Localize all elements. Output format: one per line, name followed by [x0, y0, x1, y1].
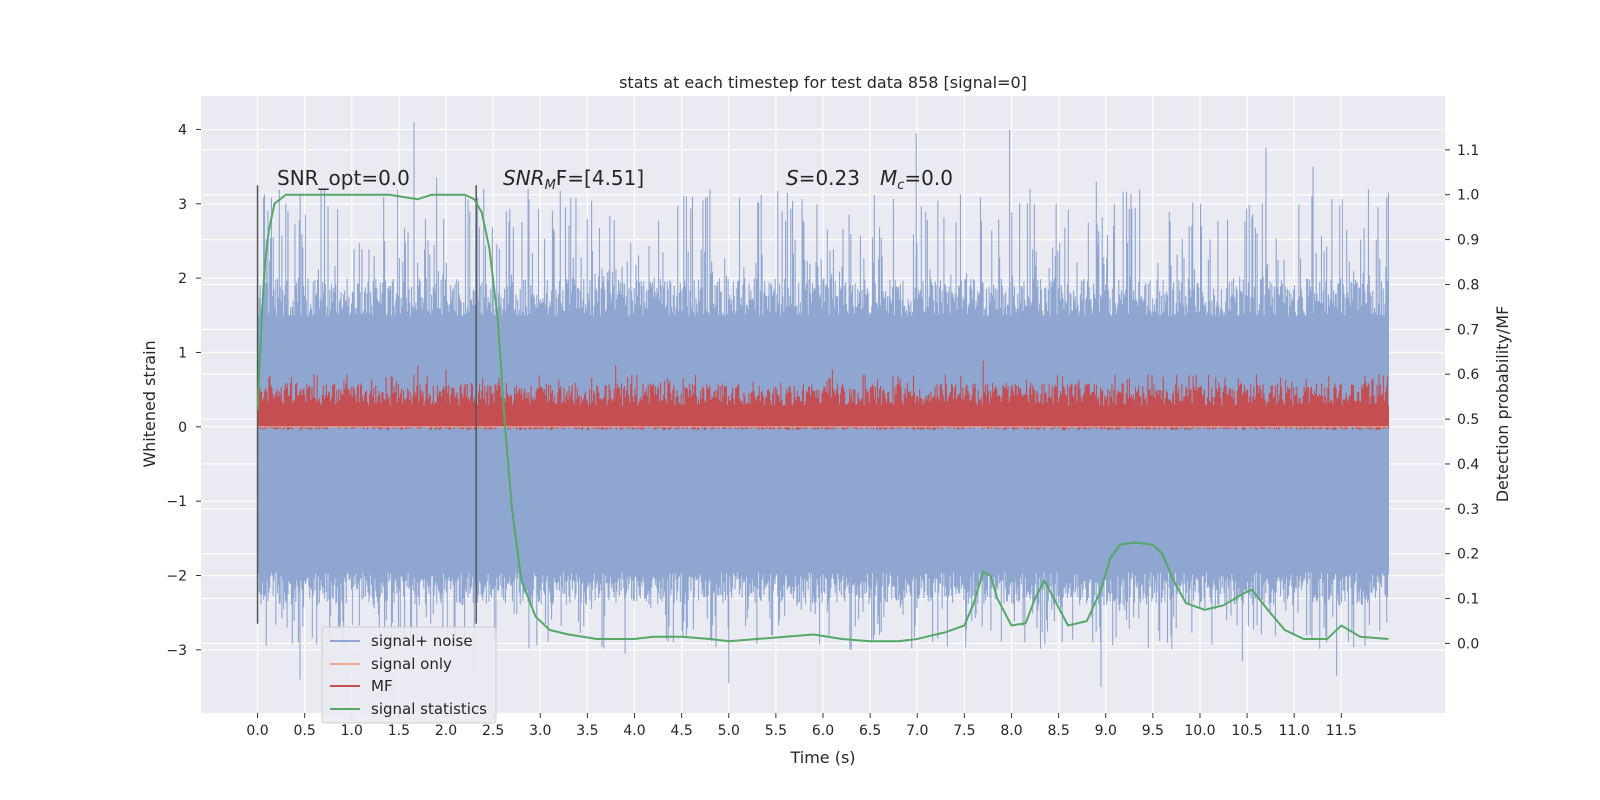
x-tick-label: 4.5	[671, 723, 693, 739]
x-tick-label: 5.5	[765, 723, 787, 739]
y-left-tick-label: −3	[166, 643, 187, 659]
x-tick-label: 2.0	[435, 723, 457, 739]
annotation-snr-opt: SNR_opt=0.0	[277, 166, 410, 190]
legend-label-signal-noise: signal+ noise	[371, 632, 473, 650]
x-tick-label: 0.0	[246, 723, 268, 739]
series-mf	[257, 360, 1389, 431]
x-tick-label: 5.0	[718, 723, 740, 739]
y-right-tick-label: 0.8	[1457, 277, 1479, 293]
y-right-tick-label: 0.6	[1457, 367, 1479, 383]
annotation-mc-sub: c	[897, 178, 904, 193]
y-left-tick-label: 4	[178, 122, 187, 138]
annotation-snr-mf-rest: F=[4.51]	[556, 166, 644, 190]
x-tick-label: 6.5	[859, 723, 881, 739]
annotation-s: S=0.23	[786, 166, 860, 190]
y-right-tick-label: 0.0	[1457, 636, 1479, 652]
x-tick-label: 10.0	[1184, 723, 1215, 739]
y-left-tick-label: 3	[178, 197, 187, 213]
y-right-tick-label: 0.9	[1457, 233, 1479, 249]
y-axis-label-right: Detection probability/MF	[1493, 306, 1512, 503]
annotation-mc-main: M	[880, 166, 897, 190]
x-tick-label: 2.5	[482, 723, 504, 739]
y-left-tick-label: 0	[178, 420, 187, 436]
legend-label-signal-only: signal only	[371, 655, 452, 673]
y-left-tick-label: 2	[178, 271, 187, 287]
annotation-s-rest: =0.23	[799, 166, 860, 190]
legend-box	[321, 626, 497, 724]
y-right-tick-label: 0.4	[1457, 457, 1479, 473]
y-right-tick-label: 0.5	[1457, 412, 1479, 428]
y-right-tick-label: 0.7	[1457, 322, 1479, 338]
chart-title: stats at each timestep for test data 858…	[619, 73, 1027, 92]
y-right-tick-label: 0.3	[1457, 502, 1479, 518]
annotation-s-main: S	[786, 166, 799, 190]
y-left-tick-label: −1	[166, 494, 187, 510]
y-left-tick-label: −2	[166, 568, 187, 584]
x-tick-label: 9.0	[1095, 723, 1117, 739]
x-tick-label: 3.0	[529, 723, 551, 739]
y-right-tick-label: 1.0	[1457, 188, 1479, 204]
x-tick-label: 7.5	[953, 723, 975, 739]
x-tick-label: 11.0	[1279, 723, 1310, 739]
annotation-snr-mf-sub: M	[545, 178, 556, 193]
annotation-snr-mf-main: SNR	[503, 166, 545, 190]
x-tick-label: 1.0	[341, 723, 363, 739]
annotation-snr-mf: SNRMF=[4.51]	[503, 166, 644, 193]
y-right-tick-label: 0.2	[1457, 547, 1479, 563]
x-tick-label: 8.5	[1047, 723, 1069, 739]
y-axis-label-left: Whitened strain	[140, 340, 159, 467]
y-right-tick-label: 1.1	[1457, 143, 1479, 159]
y-right-tick-label: 0.1	[1457, 592, 1479, 608]
x-tick-label: 10.5	[1232, 723, 1263, 739]
x-axis-label: Time (s)	[789, 748, 855, 767]
x-tick-label: 7.0	[906, 723, 928, 739]
series-signal-noise	[257, 122, 1389, 687]
annotation-mc: Mc=0.0	[880, 166, 953, 193]
x-tick-label: 11.5	[1326, 723, 1357, 739]
signal-statistics-line	[256, 193, 1389, 643]
series-signal-statistics	[256, 193, 1389, 643]
x-tick-label: 6.0	[812, 723, 834, 739]
legend: signal+ noise signal only MF signal stat…	[321, 626, 497, 724]
x-tick-label: 1.5	[388, 723, 410, 739]
x-tick-label: 9.5	[1142, 723, 1164, 739]
x-tick-label: 8.0	[1000, 723, 1022, 739]
legend-label-mf: MF	[371, 677, 393, 695]
x-tick-label: 0.5	[294, 723, 316, 739]
axes-ticks: 0.0 0.5 1.0 1.5 2.0 2.5 3.0 3.5 4.0 4.5 5.0 5.5 6.0 6…	[166, 122, 1479, 739]
legend-label-signal-statistics: signal statistics	[371, 700, 487, 718]
x-tick-label: 4.0	[623, 723, 645, 739]
annotation-mc-rest: =0.0	[904, 166, 953, 190]
x-tick-label: 3.5	[576, 723, 598, 739]
y-left-tick-label: 1	[178, 345, 187, 361]
